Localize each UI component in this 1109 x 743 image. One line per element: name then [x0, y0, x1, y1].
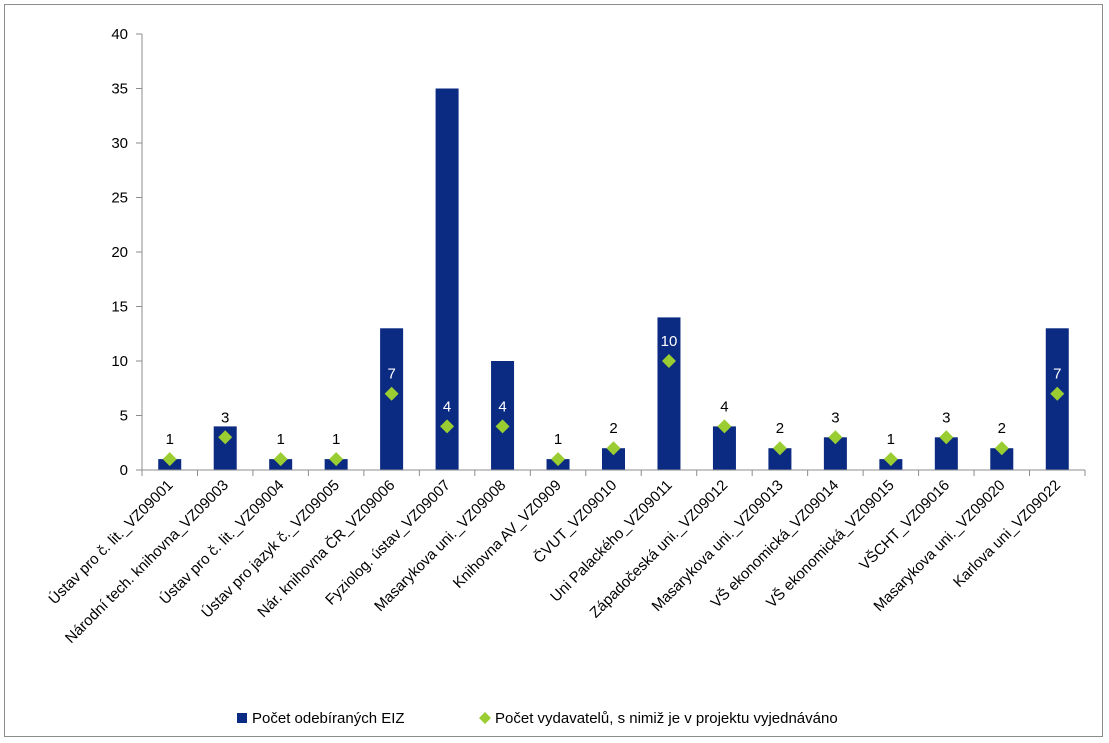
y-axis-ticks: 0 5 10 15 20 25 30 35 40 [111, 26, 142, 479]
y-tick-label: 10 [111, 353, 128, 370]
legend: Počet odebíraných EIZ Počet vydavatelů, … [237, 710, 838, 727]
data-label: 2 [776, 420, 784, 437]
data-label: 7 [387, 366, 395, 383]
y-tick-label: 0 [120, 462, 128, 479]
legend-marker-swatch [479, 712, 491, 724]
x-tick-label: Knihovna AV_VZ0909 [450, 477, 565, 592]
y-tick-label: 5 [120, 408, 128, 425]
data-label: 1 [554, 431, 562, 448]
data-label: 1 [332, 431, 340, 448]
data-label: 7 [1053, 366, 1061, 383]
data-label: 3 [831, 409, 839, 426]
legend-marker-label: Počet vydavatelů, s nimiž je v projektu … [495, 710, 838, 727]
marker-series [163, 354, 1065, 466]
bar-series [158, 89, 1069, 471]
y-tick-label: 40 [111, 26, 128, 43]
data-label: 1 [887, 431, 895, 448]
y-tick-label: 25 [111, 190, 128, 207]
y-tick-label: 15 [111, 299, 128, 316]
y-tick-label: 35 [111, 81, 128, 98]
y-tick-label: 30 [111, 135, 128, 152]
data-label: 3 [221, 409, 229, 426]
data-label: 3 [942, 409, 950, 426]
data-label: 2 [609, 420, 617, 437]
bar [491, 361, 514, 470]
data-label: 2 [998, 420, 1006, 437]
data-label: 4 [443, 398, 451, 415]
data-label: 4 [720, 398, 728, 415]
x-tick-label: Karlova uni_VZ09022 [950, 477, 1064, 591]
legend-bar-label: Počet odebíraných EIZ [252, 710, 405, 727]
data-label: 10 [661, 333, 678, 350]
data-label: 1 [166, 431, 174, 448]
y-tick-label: 20 [111, 244, 128, 261]
data-label: 1 [277, 431, 285, 448]
data-labels: 1 3 1 1 7 4 4 1 2 10 4 2 3 1 3 2 7 [166, 333, 1062, 448]
data-label: 4 [498, 398, 506, 415]
legend-bar-swatch [237, 713, 247, 723]
